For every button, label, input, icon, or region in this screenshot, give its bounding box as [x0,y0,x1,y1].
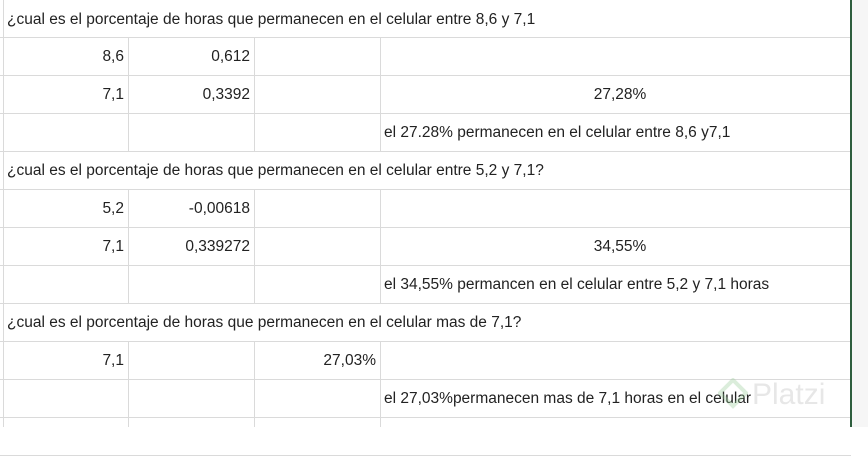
column-gridline [380,37,381,151]
cell-b7[interactable]: 0,339272 [185,238,250,255]
column-gridline [128,37,129,151]
answer-1[interactable]: el 27.28% permanecen en el celular entre… [384,124,731,141]
row-gridline [0,75,851,76]
column-gridline [254,341,255,427]
scroll-gutter[interactable] [852,0,868,427]
row-gridline [0,341,851,342]
row-gridline [0,227,851,228]
sheet-right-border [850,0,852,427]
column-gridline [380,189,381,303]
cell-a2[interactable]: 8,6 [102,48,124,65]
question-3[interactable]: ¿cual es el porcentaje de horas que perm… [7,314,522,331]
cell-a6[interactable]: 5,2 [102,200,124,217]
cell-b3[interactable]: 0,3392 [202,86,250,103]
answer-3[interactable]: el 27,03%permanecen mas de 7,1 horas en … [384,390,752,407]
column-gridline [3,0,4,427]
row-gridline [0,303,851,304]
row-gridline [0,417,851,418]
row-gridline [0,151,851,152]
cell-b2[interactable]: 0,612 [211,48,250,65]
column-gridline [128,189,129,303]
watermark-text: Platzi [752,378,826,411]
row-gridline [0,113,851,114]
row-gridline [0,265,851,266]
cell-a7[interactable]: 7,1 [102,238,124,255]
result-percent-1[interactable]: 27,28% [593,86,647,103]
column-gridline [380,341,381,427]
row-gridline [0,37,851,38]
column-gridline [128,341,129,427]
column-gridline [254,189,255,303]
cell-b6[interactable]: -0,00618 [188,200,250,217]
cell-a3[interactable]: 7,1 [102,86,124,103]
platzi-watermark: Platzi [718,378,825,412]
question-1[interactable]: ¿cual es el porcentaje de horas que perm… [7,11,536,28]
answer-2[interactable]: el 34,55% permancen en el celular entre … [384,276,770,293]
column-gridline [254,37,255,151]
question-2[interactable]: ¿cual es el porcentaje de horas que perm… [7,162,544,179]
cell-a10[interactable]: 7,1 [102,352,124,369]
platzi-logo-icon [718,378,748,409]
row-gridline [0,189,851,190]
result-percent-2[interactable]: 34,55% [593,238,647,255]
row-gridline [0,379,851,380]
result-percent-3[interactable]: 27,03% [323,352,376,369]
